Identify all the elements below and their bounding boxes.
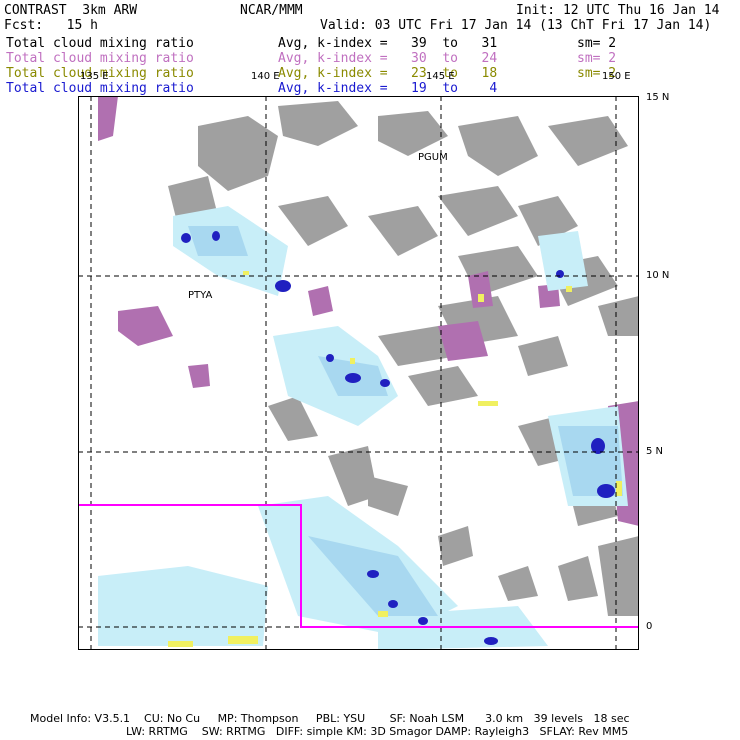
init-time: Init: 12 UTC Thu 16 Jan 14 (516, 3, 720, 18)
weather-map: PGUM PTYA (78, 96, 639, 650)
field-range-2: Avg, k-index = 30 to 24 (278, 51, 498, 66)
field-range-4: Avg, k-index = 19 to 4 (278, 81, 498, 96)
org-label: NCAR/MMM (240, 3, 303, 18)
station-ptya: PTYA (188, 290, 213, 301)
lightblue-cloud-layer (188, 226, 623, 616)
station-pgum: PGUM (418, 152, 448, 163)
valid-time: Valid: 03 UTC Fri 17 Jan 14 (13 ChT Fri … (320, 18, 712, 33)
forecast-hour: Fcst: 15 h (4, 18, 98, 33)
field-name-4: Total cloud mixing ratio (6, 81, 194, 96)
lat-label-15: 15 N (646, 92, 670, 103)
gray-land-layer (168, 101, 639, 616)
lat-label-5: 5 N (646, 446, 664, 457)
lat-label-0: 0 (646, 621, 653, 632)
field-range-1: Avg, k-index = 39 to 31 (278, 36, 498, 51)
field-name-1: Total cloud mixing ratio (6, 36, 194, 51)
lon-label-145: 145 E (426, 71, 455, 82)
field-name-3: Total cloud mixing ratio (6, 66, 194, 81)
model-title: CONTRAST 3km ARW (4, 3, 138, 18)
blue-cloud-layer (181, 231, 615, 645)
field-smooth-2: sm= 2 (577, 51, 617, 66)
yellow-cloud-layer (168, 271, 622, 647)
lon-label-140: 140 E (251, 71, 280, 82)
domain-box-outline (78, 504, 639, 628)
field-smooth-3: sm= 2 (577, 66, 617, 81)
model-info-line1: Model Info: V3.5.1 CU: No Cu MP: Thompso… (30, 712, 630, 725)
field-smooth-1: sm= 2 (577, 36, 617, 51)
field-name-2: Total cloud mixing ratio (6, 51, 194, 66)
map-canvas (78, 96, 639, 650)
lat-label-10: 10 N (646, 270, 670, 281)
model-info-line2: LW: RRTMG SW: RRTMG DIFF: simple KM: 3D … (126, 725, 629, 738)
lon-label-135: 135 E (80, 71, 109, 82)
field-range-3: Avg, k-index = 23 to 18 (278, 66, 498, 81)
lon-label-150: 150 E (602, 71, 631, 82)
